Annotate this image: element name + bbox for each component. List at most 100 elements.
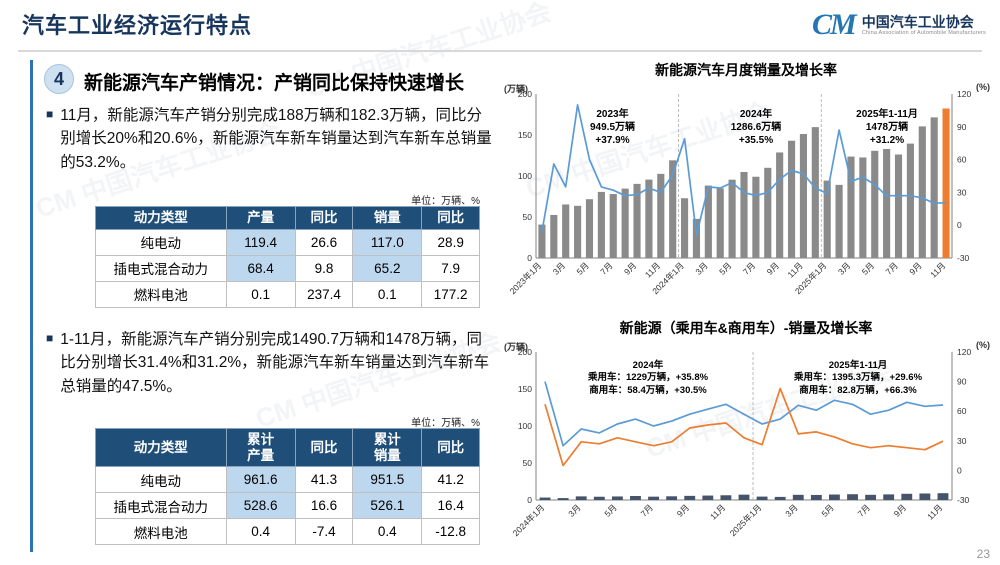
section-accent-bar — [30, 60, 33, 552]
bullet-november: ■ 11月，新能源汽车产销分别完成188万辆和182.3万辆，同比分别增长20%… — [46, 104, 496, 174]
svg-text:30: 30 — [957, 436, 967, 446]
table-cell: 117.0 — [352, 228, 423, 256]
row-label-cell: 纯电动 — [95, 466, 227, 494]
svg-text:3月: 3月 — [783, 502, 799, 518]
row-label-cell: 燃料电池 — [95, 280, 227, 308]
svg-text:200: 200 — [518, 347, 532, 357]
section-title: 新能源汽车产销情况：产销同比保持快速增长 — [84, 68, 464, 95]
table-cell: 28.9 — [421, 228, 480, 256]
svg-text:5月: 5月 — [860, 260, 876, 276]
svg-text:9月: 9月 — [765, 260, 781, 276]
table1-unit-label: 单位：万辆、% — [411, 196, 480, 207]
annotation-line: 2024年 — [632, 360, 664, 371]
table-header-cell: 销量 — [352, 206, 423, 230]
svg-text:5月: 5月 — [602, 502, 618, 518]
svg-text:9月: 9月 — [675, 502, 691, 518]
table-cell: 41.3 — [294, 466, 354, 494]
annotation-line: +35.5% — [738, 135, 774, 146]
table-row: 插电式混合动力 68.4 9.8 65.2 7.9 — [95, 254, 480, 282]
page-number: 23 — [976, 547, 990, 561]
section-title-main: 新能源汽车产销情况： — [84, 73, 275, 94]
table-row: 燃料电池 0.4 -7.4 0.4 -12.8 — [95, 518, 480, 546]
annotation-line: 2023年 — [596, 109, 629, 120]
table-row: 纯电动 119.4 26.6 117.0 28.9 — [95, 228, 480, 256]
table-cell: 16.4 — [421, 492, 480, 520]
data-table: 动力类型 产量 同比 销量 同比 纯电动 119.4 26.6 117.0 28.9 插电式混合动力… — [95, 206, 480, 308]
row-label-cell: 插电式混合动力 — [95, 492, 227, 520]
table-cell: 16.6 — [294, 492, 354, 520]
svg-text:0: 0 — [527, 253, 532, 263]
chart2-title: 新能源（乘用车&商用车）-销量及增长率 — [619, 320, 873, 336]
table-cell: 68.4 — [225, 254, 296, 282]
section-title-sub: 产销同比保持快速增长 — [274, 73, 465, 94]
caam-logo-org-name: 中国汽车工业协会 — [861, 13, 974, 30]
table-header-cell: 累计 产量 — [225, 427, 296, 468]
table2-unit-label: 单位：万辆、% — [411, 418, 480, 429]
table-cell: 526.1 — [352, 492, 423, 520]
bullet-square-icon: ■ — [46, 331, 54, 345]
table-cell: 961.6 — [225, 466, 296, 494]
svg-text:3月: 3月 — [551, 260, 567, 276]
svg-text:5月: 5月 — [819, 502, 835, 518]
pc-cv-sales-chart: 0 50 100 150 200 -30 0 30 60 90 120 2024年1月 3月 5月 7月 9月… — [511, 347, 972, 538]
svg-text:100: 100 — [518, 421, 532, 431]
svg-text:60: 60 — [957, 406, 967, 416]
data-table: 动力类型 累计 产量 同比 累计 销量 同比 纯电动 961.6 41.3 951.5 41.2 插… — [95, 427, 480, 546]
table-cell: 7.9 — [421, 254, 480, 282]
row-label-cell: 燃料电池 — [95, 518, 227, 546]
annotation-line: 1286.6万辆 — [730, 122, 782, 133]
svg-text:0: 0 — [957, 465, 962, 475]
annotation-line: 乘用车：1395.3万辆，+29.6% — [793, 372, 923, 384]
chart2-annotation-2025: 2025年1-11月 乘用车：1395.3万辆，+29.6% 商用车：82.8万… — [758, 360, 958, 397]
table-cell: -7.4 — [294, 518, 354, 546]
table-header-cell: 累计 销量 — [352, 427, 423, 468]
svg-text:5月: 5月 — [574, 260, 590, 276]
table-row: 燃料电池 0.1 237.4 0.1 177.2 — [95, 280, 480, 308]
svg-text:11月: 11月 — [643, 260, 662, 279]
chart1-left-axis-label: (万辆) — [504, 84, 528, 94]
svg-text:7月: 7月 — [883, 260, 899, 276]
table-row: 纯电动 961.6 41.3 951.5 41.2 — [95, 466, 480, 494]
caam-logo-icon: CM — [812, 8, 857, 41]
chart1-annotation-2023: 2023年 949.5万辆 +37.9% — [555, 108, 670, 147]
chart2-left-axis-label: (万辆) — [504, 342, 528, 352]
svg-text:100: 100 — [518, 171, 532, 181]
svg-text:9月: 9月 — [892, 502, 908, 518]
svg-text:11月: 11月 — [925, 502, 944, 521]
table-header-cell: 产量 — [225, 206, 296, 230]
pc-cv-sales-chart-panel: 新能源（乘用车&商用车）-销量及增长率 (万辆) (%) 0 50 100 150 20… — [500, 318, 992, 558]
svg-text:11月: 11月 — [786, 260, 805, 279]
annotation-line: 商用车：58.4万辆，+30.5% — [589, 384, 707, 396]
chart2-annotation-2024: 2024年 乘用车：1229万辆，+35.8% 商用车：58.4万辆，+30.5… — [558, 360, 738, 397]
annotation-line: +37.9% — [595, 135, 630, 146]
annotation-line: 2024年 — [739, 109, 773, 120]
svg-text:3月: 3月 — [693, 260, 709, 276]
annotation-line: 2025年1-11月 — [828, 360, 888, 371]
svg-text:11月: 11月 — [928, 260, 947, 279]
row-label-cell: 纯电动 — [95, 228, 227, 256]
table-cell: 26.6 — [294, 228, 354, 256]
svg-text:30: 30 — [957, 187, 967, 197]
table-header-cell: 同比 — [421, 427, 480, 468]
svg-text:3月: 3月 — [836, 260, 852, 276]
annotation-line: 商用车：82.8万辆，+66.3% — [799, 384, 917, 396]
svg-text:7月: 7月 — [741, 260, 757, 276]
table-header-cell: 同比 — [294, 427, 354, 468]
svg-text:0: 0 — [527, 495, 532, 505]
chart2-right-axis-label: (%) — [976, 340, 990, 350]
section-number-badge: 4 — [44, 64, 74, 94]
svg-text:9月: 9月 — [907, 260, 923, 276]
table-header-cell: 同比 — [421, 206, 480, 230]
table-header-cell: 同比 — [294, 206, 354, 230]
svg-text:150: 150 — [518, 130, 532, 140]
table-cell: 0.1 — [352, 280, 423, 308]
table-cell: 0.4 — [225, 518, 296, 546]
table-cell: 119.4 — [225, 228, 296, 256]
table-cell: -12.8 — [421, 518, 480, 546]
monthly-sales-chart: 0 50 100 150 200 -30 0 30 60 90 120 2023年1月 3月 5月 7月 9月… — [508, 89, 972, 296]
table-header-cell: 动力类型 — [95, 427, 227, 468]
svg-text:90: 90 — [957, 122, 967, 132]
table-header-cell: 动力类型 — [95, 206, 227, 230]
svg-text:2024年1月: 2024年1月 — [511, 502, 547, 538]
svg-text:50: 50 — [523, 458, 533, 468]
